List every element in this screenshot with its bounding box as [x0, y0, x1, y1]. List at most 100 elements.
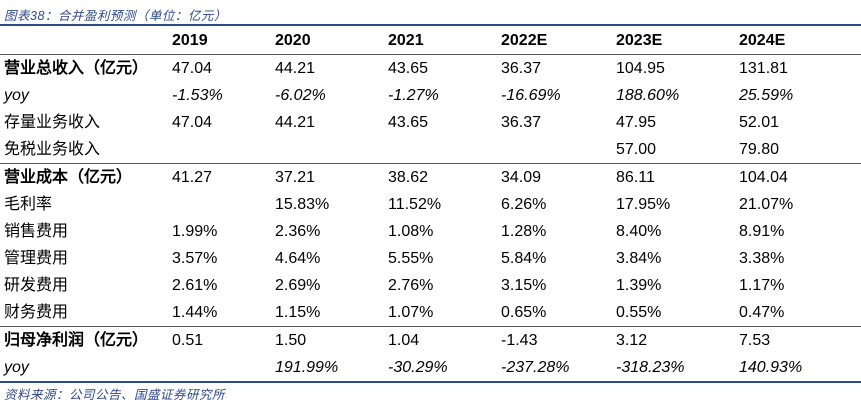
- cell: 57.00: [616, 141, 657, 158]
- cell: 86.11: [616, 163, 739, 191]
- row-label: 研发费用: [4, 277, 69, 294]
- row-label: 财务费用: [4, 304, 69, 321]
- cell: 38.62: [388, 163, 501, 191]
- row-label: 存量业务收入: [4, 114, 101, 131]
- cell: 3.84%: [616, 250, 662, 267]
- row-label: 销售费用: [4, 223, 69, 240]
- header-cell-label: [0, 26, 172, 55]
- table-row: 管理费用 3.57% 4.64% 5.55% 5.84% 3.84% 3.38%: [0, 245, 861, 272]
- cell: 17.95%: [616, 196, 671, 213]
- table-row: 财务费用 1.44% 1.15% 1.07% 0.65% 0.55% 0.47%: [0, 299, 861, 327]
- cell: 44.21: [275, 60, 316, 77]
- forecast-table: 2019 2020 2021 2022E 2023E 2024E 营业总收入（亿…: [0, 26, 861, 381]
- header-cell-2020: 2020: [275, 26, 388, 55]
- cell: -1.27%: [388, 87, 439, 104]
- table-row: yoy 191.99% -30.29% -237.28% -318.23% 14…: [0, 354, 861, 381]
- cell: 15.83%: [275, 196, 330, 213]
- row-label: yoy: [4, 87, 29, 104]
- cell: 0.55%: [616, 304, 662, 321]
- cell: 36.37: [501, 60, 542, 77]
- cell: 2.69%: [275, 277, 321, 294]
- cell: 140.93%: [739, 359, 803, 376]
- cell: 131.81: [739, 60, 788, 77]
- table-caption: 图表38：合并盈利预测（单位：亿元）: [4, 9, 227, 23]
- cell: 47.04: [172, 114, 213, 131]
- table-row: 营业成本（亿元） 41.27 37.21 38.62 34.09 86.11 1…: [0, 163, 861, 191]
- header-cell-2021: 2021: [388, 26, 501, 55]
- cell: -16.69%: [501, 87, 561, 104]
- cell: 0.65%: [501, 304, 547, 321]
- cell: 1.08%: [388, 223, 434, 240]
- cell: 1.99%: [172, 223, 218, 240]
- cell: 3.12: [616, 326, 739, 354]
- cell: 3.38%: [739, 250, 785, 267]
- cell: [172, 191, 275, 218]
- cell: 2.61%: [172, 277, 218, 294]
- cell: 3.57%: [172, 250, 218, 267]
- cell: 44.21: [275, 114, 316, 131]
- table-row: 归母净利润（亿元） 0.51 1.50 1.04 -1.43 3.12 7.53: [0, 326, 861, 354]
- top-rule: [0, 24, 861, 26]
- table-row: 存量业务收入 47.04 44.21 43.65 36.37 47.95 52.…: [0, 109, 861, 136]
- table-row: 免税业务收入 57.00 79.80: [0, 136, 861, 164]
- header-row: 2019 2020 2021 2022E 2023E 2024E: [0, 26, 861, 55]
- cell: 1.28%: [501, 223, 547, 240]
- row-label: 归母净利润（亿元）: [0, 326, 172, 354]
- cell: 36.37: [501, 114, 542, 131]
- cell: 2.76%: [388, 277, 434, 294]
- cell: [172, 136, 275, 164]
- row-label: 管理费用: [4, 250, 69, 267]
- header-cell-2019: 2019: [172, 26, 275, 55]
- cell: 1.15%: [275, 304, 321, 321]
- cell: -30.29%: [388, 359, 448, 376]
- header-cell-2024e: 2024E: [739, 26, 861, 55]
- cell: 0.47%: [739, 304, 785, 321]
- cell: 1.17%: [739, 277, 785, 294]
- header-cell-2023e: 2023E: [616, 26, 739, 55]
- cell: 1.39%: [616, 277, 662, 294]
- cell: -237.28%: [501, 359, 570, 376]
- cell: 7.53: [739, 326, 861, 354]
- bottom-rule: [0, 381, 861, 383]
- cell: 37.21: [275, 163, 388, 191]
- cell: 8.40%: [616, 223, 662, 240]
- cell: 4.64%: [275, 250, 321, 267]
- table-row: 毛利率 15.83% 11.52% 6.26% 17.95% 21.07%: [0, 191, 861, 218]
- table-row: 营业总收入（亿元） 47.04 44.21 43.65 36.37 104.95…: [0, 55, 861, 83]
- cell: 104.95: [616, 60, 665, 77]
- cell: 47.04: [172, 60, 213, 77]
- row-label: yoy: [4, 359, 29, 376]
- header-cell-2022e: 2022E: [501, 26, 616, 55]
- cell: 188.60%: [616, 87, 680, 104]
- cell: [275, 136, 388, 164]
- cell: 25.59%: [739, 87, 794, 104]
- cell: 21.07%: [739, 196, 794, 213]
- cell: 6.26%: [501, 196, 547, 213]
- cell: 52.01: [739, 114, 780, 131]
- cell: 5.55%: [388, 250, 434, 267]
- cell: 104.04: [739, 163, 861, 191]
- row-label: 营业成本（亿元）: [0, 163, 172, 191]
- cell: 5.84%: [501, 250, 547, 267]
- cell: 1.07%: [388, 304, 434, 321]
- table-row: 研发费用 2.61% 2.69% 2.76% 3.15% 1.39% 1.17%: [0, 272, 861, 299]
- cell: 34.09: [501, 163, 616, 191]
- row-label: 毛利率: [4, 196, 53, 213]
- cell: [501, 136, 616, 164]
- source-note: 资料来源：公司公告、国盛证券研究所: [4, 388, 226, 402]
- cell: 3.15%: [501, 277, 547, 294]
- cell: -318.23%: [616, 359, 685, 376]
- cell: 191.99%: [275, 359, 339, 376]
- row-label: 营业总收入（亿元）: [4, 60, 149, 77]
- row-label: 免税业务收入: [4, 141, 101, 158]
- cell: 1.04: [388, 326, 501, 354]
- cell: 2.36%: [275, 223, 321, 240]
- cell: -1.43: [501, 326, 616, 354]
- cell: 0.51: [172, 326, 275, 354]
- cell: [388, 136, 501, 164]
- cell: -1.53%: [172, 87, 223, 104]
- cell: -6.02%: [275, 87, 326, 104]
- cell: 43.65: [388, 60, 429, 77]
- cell: 1.50: [275, 326, 388, 354]
- table-row: 销售费用 1.99% 2.36% 1.08% 1.28% 8.40% 8.91%: [0, 218, 861, 245]
